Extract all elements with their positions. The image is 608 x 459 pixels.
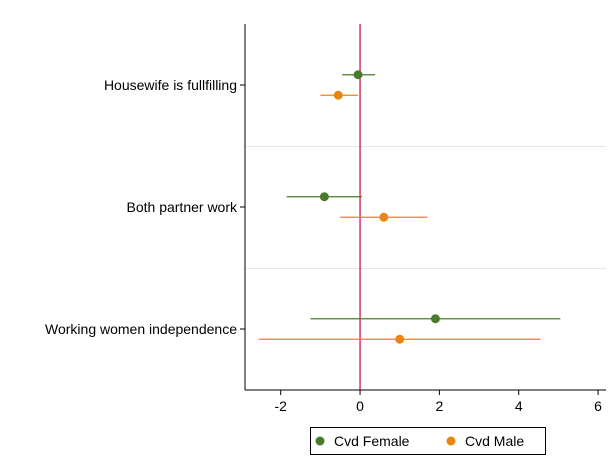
legend: Cvd Female Cvd Male: [310, 427, 546, 455]
plot-marks: [258, 70, 561, 344]
point-estimate: [395, 334, 405, 344]
category-label: Both partner work: [127, 199, 238, 215]
point-estimate: [333, 90, 343, 100]
x-tick-label: 2: [435, 398, 443, 414]
category-label: Housewife is fullfilling: [104, 77, 237, 93]
legend-label: Cvd Female: [334, 433, 410, 449]
point-estimate: [430, 314, 440, 324]
x-axis-ticks: -2 0 2 4 6: [274, 390, 602, 414]
point-estimate: [319, 192, 329, 202]
x-tick-label: 0: [356, 398, 364, 414]
legend-marker: [315, 436, 325, 446]
point-estimate: [379, 212, 389, 222]
x-tick-label: 6: [594, 398, 602, 414]
x-tick-label: 4: [515, 398, 523, 414]
legend-marker: [446, 436, 456, 446]
x-tick-label: -2: [274, 398, 287, 414]
category-separators: [245, 146, 606, 269]
point-estimate: [353, 70, 363, 80]
legend-box: [310, 427, 546, 455]
category-labels: Housewife is fullfilling Both partner wor…: [45, 77, 245, 337]
category-label: Working women independence: [45, 321, 237, 337]
axes: [244, 24, 606, 391]
legend-label: Cvd Male: [465, 433, 524, 449]
